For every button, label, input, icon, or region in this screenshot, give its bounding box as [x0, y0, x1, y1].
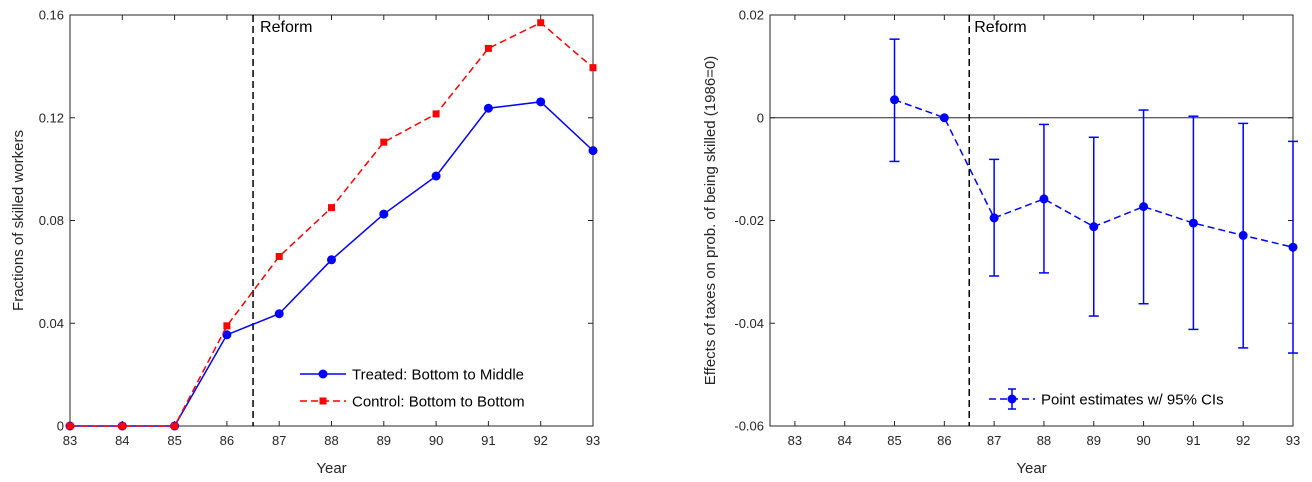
right-y-axis-title: Effects of taxes on prob. of being skill…	[702, 56, 719, 386]
right-plot-frame	[769, 14, 1294, 427]
left-series-0-point	[379, 209, 389, 219]
left-series-0-point	[588, 146, 598, 156]
right-x-tick-label: 88	[1037, 433, 1051, 448]
right-legend-marker	[1007, 394, 1017, 404]
right-reform-label: Reform	[974, 19, 1026, 36]
left-y-tick-label: 0	[57, 419, 64, 434]
right-x-tick-label: 93	[1286, 433, 1300, 448]
right-x-tick-label: 91	[1186, 433, 1200, 448]
left-y-tick-label: 0.12	[39, 110, 64, 125]
left-x-tick-label: 90	[429, 433, 443, 448]
right-series-point	[989, 213, 999, 223]
left-y-tick-label: 0.04	[39, 316, 64, 331]
left-series-1-point	[537, 19, 545, 27]
left-x-tick-label: 86	[220, 433, 234, 448]
left-x-tick-label: 88	[324, 433, 338, 448]
left-x-tick-label: 87	[272, 433, 286, 448]
right-x-tick-label: 85	[887, 433, 901, 448]
left-x-tick-label: 89	[377, 433, 391, 448]
left-x-axis-title: Year	[316, 460, 346, 477]
left-plot-frame	[69, 14, 594, 427]
right-y-tick-label: 0.02	[739, 8, 764, 23]
left-series-1-point	[380, 138, 388, 146]
right-series-point	[1188, 218, 1198, 228]
left-series-0-point	[483, 103, 493, 113]
right-x-tick-label: 89	[1087, 433, 1101, 448]
left-legend: Treated: Bottom to Middle Control: Bottom…	[300, 367, 525, 411]
left-legend-label-0: Treated: Bottom to Middle	[352, 367, 524, 384]
right-legend-label: Point estimates w/ 95% CIs	[1041, 392, 1224, 409]
left-y-tick-label: 0.16	[39, 8, 64, 23]
left-series-0-point	[431, 171, 441, 181]
left-x-tick-label: 85	[167, 433, 181, 448]
left-series-0-point	[536, 97, 546, 107]
left-series-1-point	[171, 422, 179, 430]
right-x-tick-label: 84	[837, 433, 851, 448]
right-x-tick-label: 92	[1236, 433, 1250, 448]
left-series-1-point	[223, 322, 231, 330]
left-series-1-point	[432, 110, 440, 118]
right-series-point	[1039, 194, 1049, 204]
right-x-tick-label: 83	[788, 433, 802, 448]
left-chart: 83 84 85 86 87 88 89 90 91 92 93 0 0.04 0.08 0.12 0.16 Y…	[10, 8, 600, 478]
right-x-axis-title: Year	[1016, 460, 1046, 477]
left-x-tick-label: 93	[586, 433, 600, 448]
left-reform-label: Reform	[260, 19, 312, 36]
left-series-line-1	[70, 21, 594, 427]
right-y-tick-label: -0.02	[734, 213, 764, 228]
left-series-0-point	[222, 330, 232, 340]
right-legend: Point estimates w/ 95% CIs	[989, 388, 1224, 410]
left-x-tick-label: 83	[63, 433, 77, 448]
right-x-tick-label: 90	[1136, 433, 1150, 448]
left-series-1-point	[66, 422, 74, 430]
right-y-tick-label: -0.04	[734, 316, 764, 331]
left-y-axis-title: Fractions of skilled workers	[10, 130, 27, 311]
right-series-point	[890, 95, 900, 105]
right-series-point	[939, 113, 949, 123]
right-series-point	[1089, 222, 1099, 232]
right-series-point	[1238, 230, 1248, 240]
right-y-tick-label: -0.06	[734, 419, 764, 434]
left-series-1-point	[589, 64, 597, 72]
right-y-tick-label: 0	[757, 110, 764, 125]
right-x-tick-label: 86	[937, 433, 951, 448]
left-x-tick-label: 84	[115, 433, 129, 448]
right-x-tick-label: 87	[987, 433, 1001, 448]
right-series-point	[1139, 202, 1149, 212]
left-legend-label-1: Control: Bottom to Bottom	[352, 394, 525, 411]
left-series-1-point	[484, 44, 492, 52]
left-legend-marker-0	[318, 369, 328, 379]
left-legend-marker-1	[319, 397, 327, 405]
left-series-1-point	[275, 252, 283, 260]
left-series-1-point	[118, 422, 126, 430]
left-series-0-point	[274, 309, 284, 319]
left-series-1-point	[328, 204, 335, 212]
right-series-point	[1288, 242, 1298, 252]
left-series-0-point	[327, 255, 336, 265]
left-x-tick-label: 91	[481, 433, 495, 448]
right-chart: 83 84 85 86 87 88 89 90 91 92 93 -0.06 -0.04 -0.02 0 0.…	[702, 8, 1300, 478]
left-y-tick-label: 0.08	[39, 213, 64, 228]
left-x-tick-label: 92	[533, 433, 547, 448]
